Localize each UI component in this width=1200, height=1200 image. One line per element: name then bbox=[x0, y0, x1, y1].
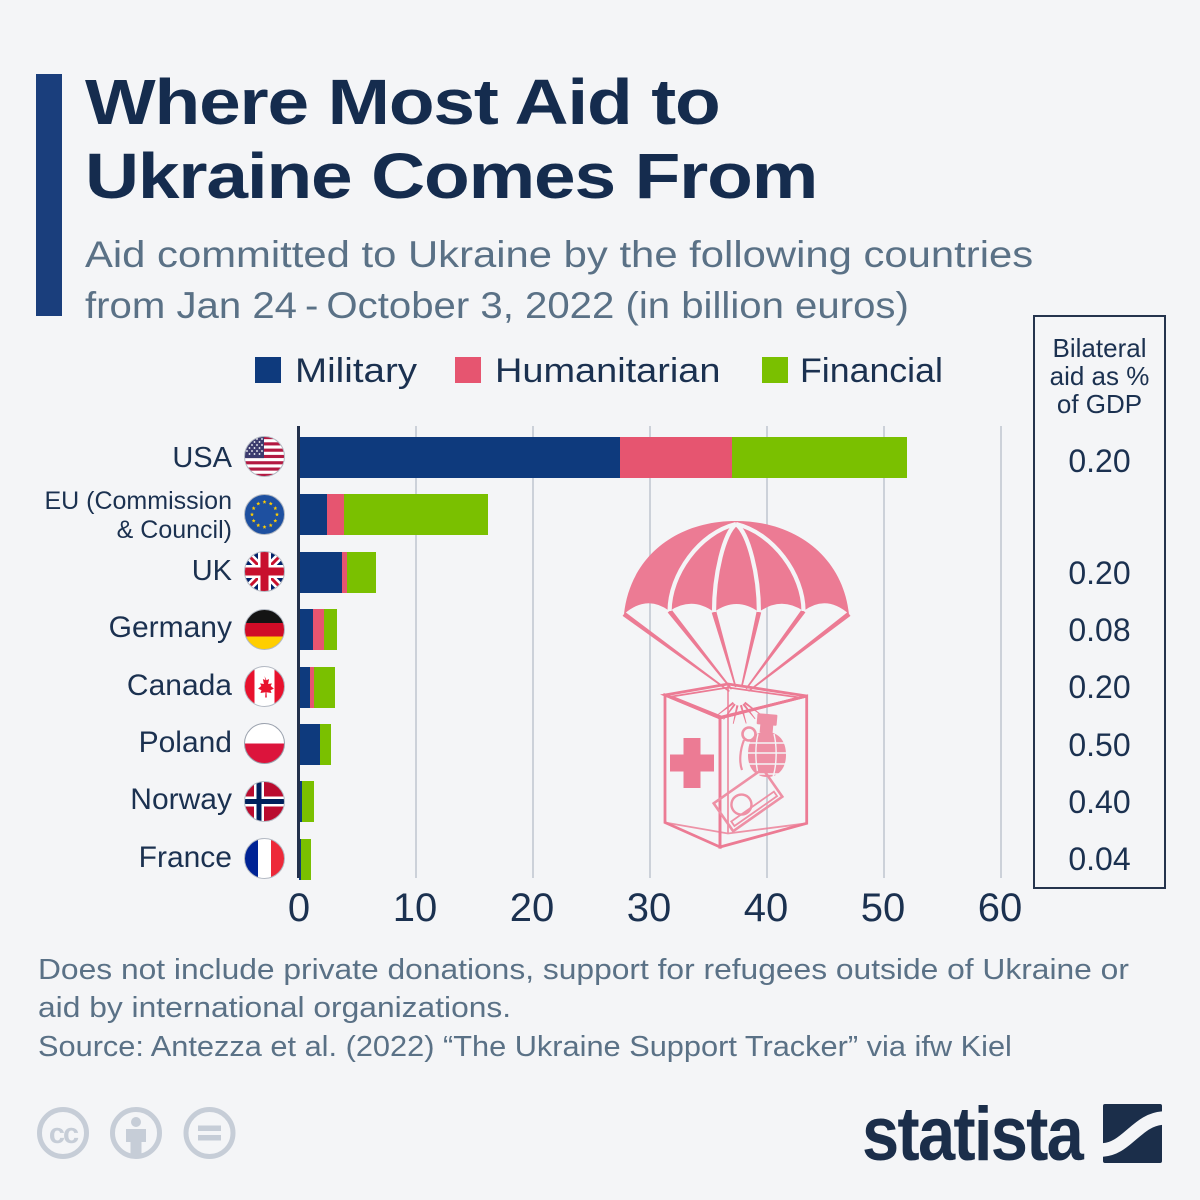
svg-text:cc: cc bbox=[49, 1118, 79, 1150]
